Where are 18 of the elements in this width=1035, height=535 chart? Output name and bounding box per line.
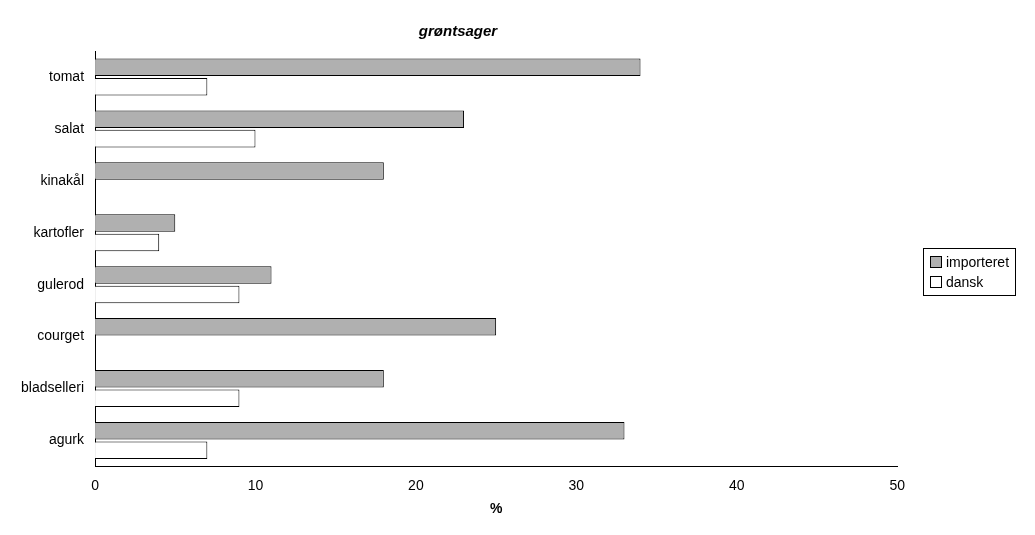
chart-title: grøntsager	[417, 22, 499, 40]
y-tick-label: agurk	[49, 431, 86, 448]
y-tick-label: salat	[54, 119, 85, 136]
y-tick-label: bladselleri	[20, 379, 85, 396]
y-tick-label: courget	[37, 327, 85, 344]
y-tick-label: kartofler	[33, 223, 85, 240]
y-tick-label: tomat	[49, 67, 85, 84]
x-tick-label: 0	[91, 476, 100, 493]
x-tick-label: 50	[889, 476, 906, 493]
legend-label: importeret	[946, 253, 1010, 272]
x-axis-title: %	[489, 500, 503, 517]
y-tick-label: gulerod	[37, 275, 85, 292]
x-tick-label: 30	[568, 476, 585, 493]
y-tick-label: kinakål	[40, 171, 85, 188]
x-tick-label: 20	[408, 476, 424, 493]
x-tick-label: 40	[728, 476, 745, 493]
text: dansk	[946, 273, 984, 292]
x-tick-label: 10	[247, 476, 264, 493]
